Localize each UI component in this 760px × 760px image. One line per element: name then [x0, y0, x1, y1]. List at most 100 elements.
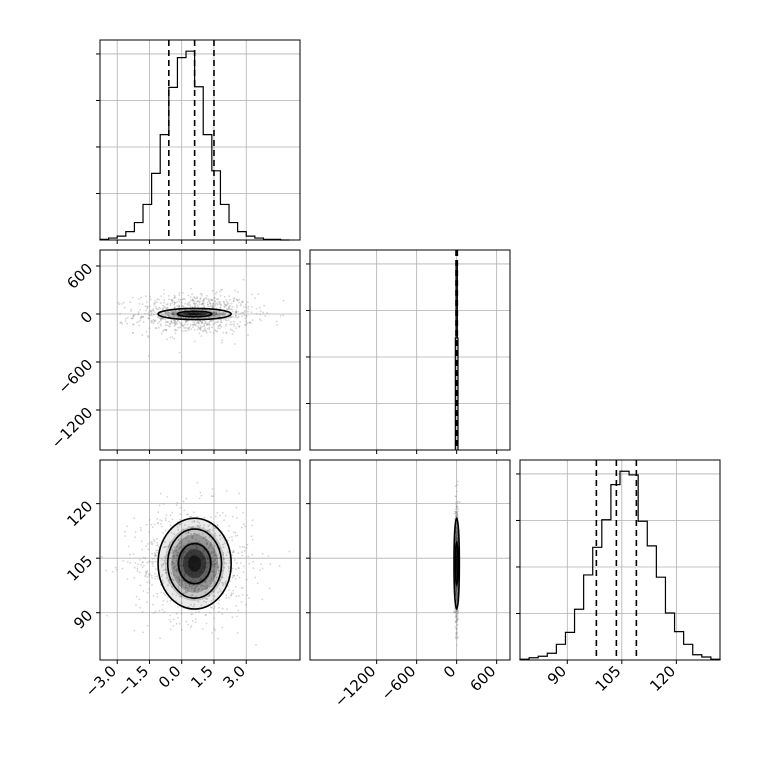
scatter-point	[174, 329, 176, 332]
scatter-point	[455, 538, 458, 541]
scatter-point	[243, 523, 245, 525]
scatter-point	[179, 564, 182, 566]
scatter-point	[231, 323, 233, 326]
x-tick-label-p2-2: 120	[646, 662, 679, 695]
scatter-point	[198, 332, 201, 335]
scatter-point	[236, 534, 239, 537]
scatter-point	[179, 540, 182, 543]
scatter-point	[455, 628, 458, 631]
y-tick-label-p1-3: −1200	[48, 404, 97, 453]
scatter-point	[455, 536, 458, 539]
scatter-point	[145, 571, 148, 574]
scatter-point	[181, 324, 184, 327]
scatter-point	[167, 546, 170, 548]
scatter-point	[178, 309, 181, 312]
scatter-point	[200, 321, 203, 324]
scatter-point	[173, 565, 175, 568]
scatter-point	[154, 554, 157, 556]
scatter-point	[200, 314, 202, 316]
scatter-point	[171, 551, 174, 554]
scatter-point	[147, 355, 150, 357]
scatter-point	[455, 610, 458, 612]
scatter-point	[145, 572, 148, 575]
scatter-point	[235, 311, 238, 313]
scatter-point	[153, 303, 155, 306]
scatter-point	[182, 544, 185, 547]
scatter-point	[192, 578, 195, 580]
scatter-point	[193, 553, 196, 556]
scatter-point	[162, 503, 165, 505]
scatter-point	[211, 319, 214, 322]
scatter-point	[165, 329, 167, 331]
scatter-point	[172, 550, 175, 553]
scatter-point	[169, 336, 172, 339]
scatter-point	[251, 519, 254, 522]
scatter-point	[456, 539, 459, 542]
scatter-point	[177, 315, 180, 318]
scatter-point	[197, 300, 199, 303]
scatter-point	[142, 556, 145, 559]
scatter-point	[206, 322, 208, 325]
scatter-point	[217, 572, 220, 574]
scatter-point	[216, 298, 218, 301]
scatter-point	[180, 322, 183, 325]
scatter-point	[209, 302, 212, 304]
scatter-point	[166, 321, 169, 323]
scatter-point	[190, 317, 193, 320]
scatter-point	[129, 562, 132, 564]
scatter-point	[199, 293, 202, 295]
scatter-point	[156, 522, 159, 525]
scatter-point	[177, 306, 180, 308]
scatter-point	[184, 550, 187, 553]
scatter-point	[206, 294, 208, 297]
scatter-point	[193, 296, 196, 298]
scatter-point	[181, 304, 183, 307]
scatter-point	[243, 311, 246, 313]
hist-frame-0	[99, 39, 301, 241]
scatter-point	[187, 587, 190, 590]
scatter-point	[205, 297, 208, 300]
scatter-point	[174, 328, 177, 331]
scatter-point	[144, 305, 147, 307]
scatter-point	[148, 580, 151, 582]
scatter-point	[225, 597, 228, 599]
scatter-point	[194, 586, 197, 589]
scatter-point	[224, 514, 227, 517]
scatter-point	[148, 582, 151, 584]
scatter-point	[258, 318, 261, 321]
scatter-point	[186, 513, 189, 516]
scatter-point	[166, 338, 168, 341]
scatter-point	[238, 325, 241, 328]
scatter-point	[218, 557, 221, 559]
scatter-point	[229, 316, 232, 319]
scatter-point	[456, 589, 458, 591]
scatter-point	[152, 603, 155, 606]
scatter-point	[171, 336, 174, 339]
scatter-point	[161, 317, 164, 320]
scatter-point	[152, 561, 155, 563]
scatter-point	[223, 301, 226, 303]
scatter-point	[455, 631, 458, 633]
scatter-point	[206, 529, 209, 532]
scatter-point	[234, 289, 237, 292]
scatter-point	[181, 301, 183, 304]
scatter-point	[236, 562, 238, 564]
scatter-point	[455, 621, 457, 624]
scatter-point	[204, 322, 207, 324]
scatter-point	[210, 600, 213, 602]
scatter-point	[162, 317, 165, 320]
scatter-point	[196, 585, 199, 587]
scatter-point	[456, 530, 458, 533]
scatter-point	[275, 320, 278, 323]
scatter-point	[182, 292, 184, 294]
scatter-point	[191, 298, 194, 301]
scatter-point	[193, 302, 196, 305]
scatter-point	[243, 549, 246, 552]
scatter-point	[204, 309, 206, 311]
scatter-point	[178, 546, 181, 549]
scatter-point	[199, 325, 202, 327]
scatter-point	[259, 306, 261, 309]
scatter-point	[153, 552, 156, 554]
hist-frame-2	[519, 459, 721, 661]
hist-panel-0	[96, 39, 301, 244]
